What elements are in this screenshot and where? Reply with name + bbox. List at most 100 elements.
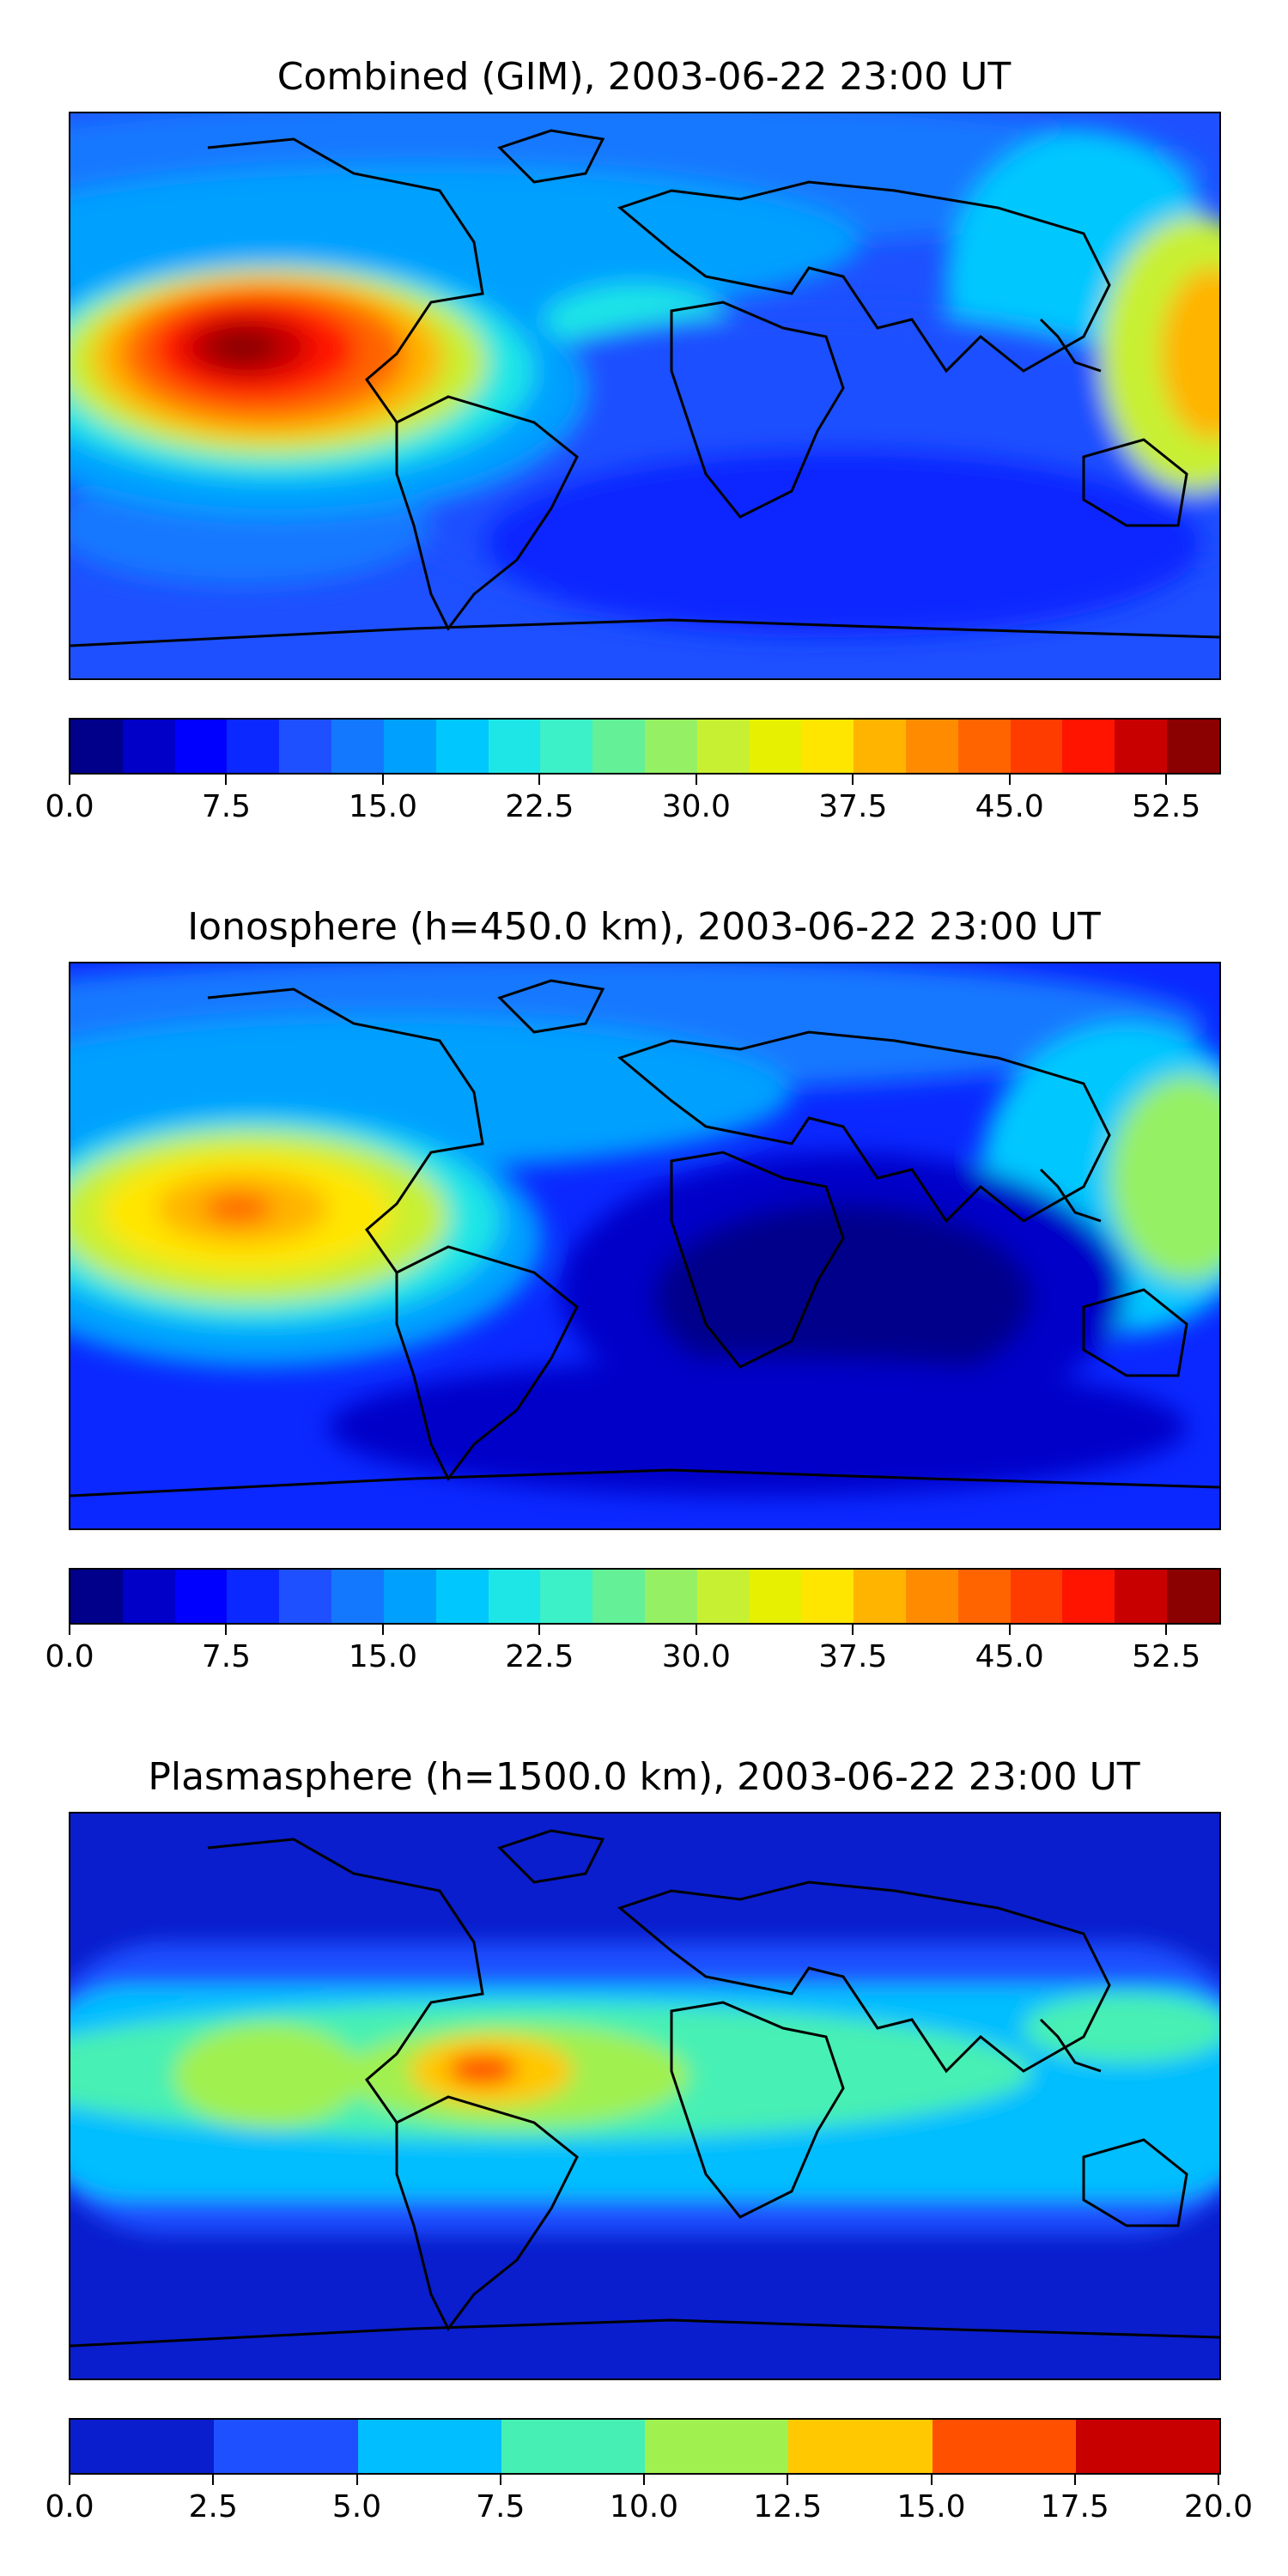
colorbar-tick-label: 15.0	[348, 1639, 417, 1674]
colorbar-tick-label: 15.0	[348, 789, 417, 824]
colorbar-tick-label: 15.0	[896, 2489, 966, 2524]
colorbar-segment-4	[279, 1570, 332, 1623]
colorbar-tick-label: 22.5	[505, 1639, 574, 1674]
colorbar-tick-label: 7.5	[201, 789, 252, 824]
colorbar-segment-7	[435, 1570, 489, 1623]
colorbar-tick-3	[538, 773, 541, 785]
map-combined	[69, 112, 1221, 680]
colorbar-tick-7	[1165, 1623, 1168, 1635]
colorbar-segment-17	[957, 1570, 1011, 1623]
colorbar-combined	[69, 718, 1221, 775]
colorbar-tick-label: 7.5	[201, 1639, 252, 1674]
colorbar-segment-0	[70, 720, 123, 773]
coastlines	[70, 1829, 1219, 2348]
colorbar-segment-15	[854, 720, 906, 773]
colorbar-ionosphere	[69, 1568, 1221, 1625]
colorbar-segment-12	[696, 1570, 750, 1623]
colorbar-segment-2	[174, 1570, 228, 1623]
colorbar-segment-11	[644, 720, 697, 773]
colorbar-ticks-combined: 0.0 7.5 15.0 22.5 30.0 37.5 45.0 52.5	[45, 773, 1219, 824]
colorbar-tick-label: 30.0	[661, 789, 731, 824]
colorbar-tick-0	[69, 773, 70, 785]
colorbar-tick-label: 0.0	[45, 789, 94, 824]
colorbar-tick-8	[1218, 2473, 1219, 2485]
colorbar-tick-2	[355, 2473, 358, 2485]
colorbar-tick-3	[538, 1623, 541, 1635]
colorbar-tick-label: 20.0	[1183, 2489, 1254, 2524]
colorbar-tick-7	[1073, 2473, 1076, 2485]
colorbar-tick-1	[225, 1623, 228, 1635]
colorbar-segment-6	[932, 2420, 1076, 2473]
colorbar-segment-21	[1167, 720, 1219, 773]
colorbar-segment-13	[749, 720, 802, 773]
colorbar-segment-7	[1075, 2420, 1219, 2473]
colorbar-tick-label: 45.0	[975, 789, 1044, 824]
colorbar-tick-label: 30.0	[661, 1639, 731, 1674]
chart-title-ionosphere: Ionosphere (h=450.0 km), 2003-06-22 23:0…	[187, 905, 1101, 949]
colorbar-tick-label: 0.0	[45, 2489, 94, 2524]
colorbar-segment-4	[645, 2420, 789, 2473]
colorbar-tick-1	[212, 2473, 215, 2485]
colorbar-tick-5	[787, 2473, 789, 2485]
coastlines	[70, 129, 1219, 647]
colorbar-segment-15	[854, 1570, 906, 1623]
colorbar-segment-21	[1167, 1570, 1219, 1623]
colorbar-segment-20	[1115, 720, 1168, 773]
colorbar-segment-8	[488, 720, 541, 773]
colorbar-segment-16	[906, 720, 958, 773]
colorbar-segment-20	[1115, 1570, 1168, 1623]
colorbar-tick-label: 37.5	[818, 1639, 888, 1674]
colorbar-plasmasphere	[69, 2418, 1221, 2475]
colorbar-tick-4	[695, 773, 697, 785]
colorbar-tick-4	[695, 1623, 697, 1635]
tec-field-combined	[70, 113, 1219, 637]
colorbar-tick-0	[69, 1623, 70, 1635]
colorbar-segment-3	[227, 720, 280, 773]
colorbar-segment-5	[331, 1570, 384, 1623]
chart-title-combined: Combined (GIM), 2003-06-22 23:00 UT	[276, 55, 1012, 99]
colorbar-segment-10	[592, 1570, 645, 1623]
colorbar-segment-1	[122, 720, 175, 773]
colorbar-tick-label: 17.5	[1040, 2489, 1109, 2524]
colorbar-tick-1	[225, 773, 228, 785]
colorbar-tick-label: 5.0	[331, 2489, 382, 2524]
tec-field-ionosphere	[70, 963, 1219, 1496]
map-plasmasphere	[69, 1812, 1221, 2380]
colorbar-segment-2	[357, 2420, 501, 2473]
colorbar-tick-label: 10.0	[609, 2489, 679, 2524]
colorbar-segment-19	[1062, 1570, 1115, 1623]
colorbar-segment-5	[331, 720, 384, 773]
colorbar-segment-9	[540, 1570, 593, 1623]
colorbar-segment-2	[174, 720, 228, 773]
colorbar-tick-2	[381, 773, 384, 785]
colorbar-segment-7	[435, 720, 489, 773]
chart-title-plasmasphere: Plasmasphere (h=1500.0 km), 2003-06-22 2…	[148, 1755, 1140, 1799]
colorbar-segment-9	[540, 720, 593, 773]
colorbar-segment-4	[279, 720, 332, 773]
colorbar-ticks-ionosphere: 0.0 7.5 15.0 22.5 30.0 37.5 45.0 52.5	[45, 1623, 1219, 1674]
colorbar-segment-11	[644, 1570, 697, 1623]
colorbar-tick-4	[643, 2473, 645, 2485]
colorbar-segment-18	[1010, 1570, 1063, 1623]
colorbar-segment-14	[801, 1570, 854, 1623]
tec-field-plasmasphere	[70, 1942, 1219, 2234]
colorbar-ticks-plasmasphere: 0.0 2.5 5.0 7.5 10.0 12.5 15.0 17.5 20.0	[45, 2473, 1253, 2524]
colorbar-tick-6	[1008, 773, 1011, 785]
colorbar-tick-7	[1165, 773, 1168, 785]
colorbar-tick-label: 52.5	[1132, 1639, 1201, 1674]
colorbar-segment-8	[488, 1570, 541, 1623]
colorbar-tick-5	[852, 1623, 854, 1635]
coastlines	[70, 979, 1219, 1498]
colorbar-tick-label: 52.5	[1132, 789, 1201, 824]
colorbar-segment-1	[122, 1570, 175, 1623]
colorbar-segment-18	[1010, 720, 1063, 773]
colorbar-segment-0	[70, 1570, 123, 1623]
colorbar-segment-0	[70, 2420, 215, 2473]
colorbar-tick-label: 2.5	[188, 2489, 238, 2524]
colorbar-tick-label: 0.0	[45, 1639, 94, 1674]
colorbar-segment-16	[906, 1570, 958, 1623]
colorbar-segment-14	[801, 720, 854, 773]
colorbar-segment-5	[788, 2420, 933, 2473]
colorbar-segment-19	[1062, 720, 1115, 773]
colorbar-segment-3	[227, 1570, 280, 1623]
